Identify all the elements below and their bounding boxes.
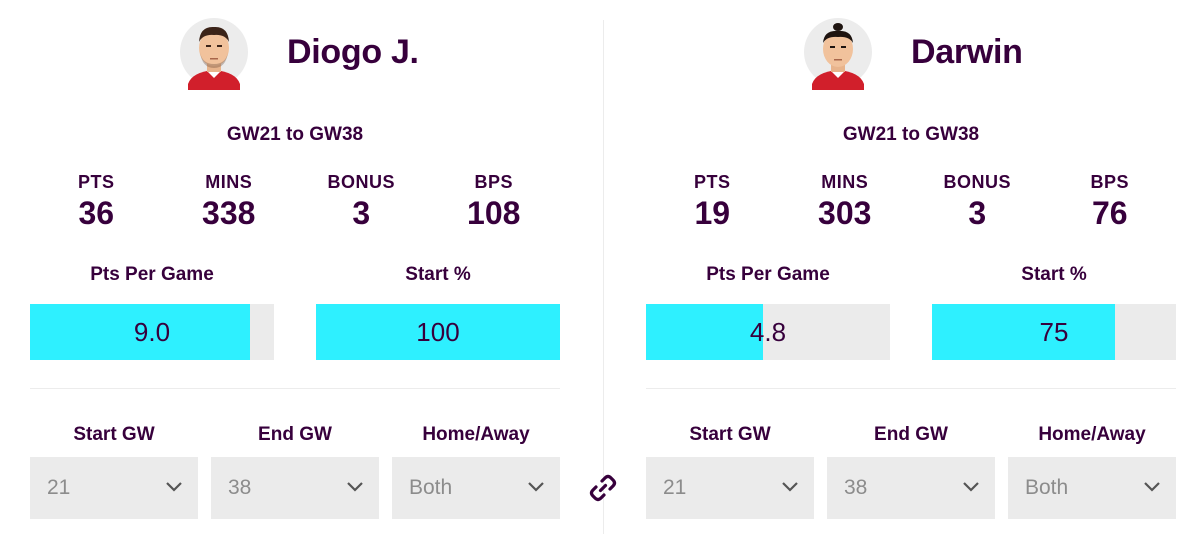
player-avatar [180, 18, 248, 90]
chevron-down-icon [782, 482, 798, 492]
stat-pts: PTS 19 [646, 172, 779, 232]
home-away-select[interactable]: Both [392, 457, 560, 519]
start-pct-bar: 75 [932, 304, 1176, 360]
select-value: Both [409, 476, 453, 499]
chevron-down-icon [963, 482, 979, 492]
pts-per-game-bar: 9.0 [30, 304, 274, 360]
select-value: 21 [663, 476, 687, 499]
stat-pts: PTS 36 [30, 172, 163, 232]
stat-mins: MINS 338 [163, 172, 296, 232]
select-value: 38 [228, 476, 252, 499]
bar-value: 75 [1039, 317, 1069, 347]
start-pct-label: Start % [405, 264, 471, 285]
stat-label: PTS [77, 172, 115, 192]
chevron-down-icon [166, 482, 182, 492]
stat-value: 36 [78, 195, 115, 231]
stat-value: 76 [1091, 195, 1128, 231]
player-header: Diogo J. [30, 0, 575, 110]
bar-fill [646, 304, 764, 360]
gameweek-range: GW21 to GW38 [842, 124, 980, 145]
bar-value: 9.0 [133, 317, 171, 347]
start-gw-label: Start GW [73, 424, 155, 445]
player-header: Darwin [646, 0, 1191, 110]
stats-row: PTS 36 MINS 338 BONUS 3 BPS 108 [30, 172, 560, 232]
chevron-down-icon [347, 482, 363, 492]
section-divider [646, 388, 1176, 389]
pts-per-game-bar: 4.8 [646, 304, 890, 360]
select-value: Both [1025, 476, 1069, 499]
chevron-down-icon [1144, 482, 1160, 492]
stat-bonus: BONUS 3 [911, 172, 1044, 232]
pts-per-game-label: Pts Per Game [706, 264, 830, 285]
stat-label: BONUS [327, 172, 395, 192]
player-avatar [804, 18, 872, 90]
stat-label: BPS [474, 172, 513, 192]
stat-value: 108 [467, 195, 521, 231]
stat-label: MINS [821, 172, 869, 192]
end-gw-label: End GW [258, 424, 332, 445]
stat-label: BONUS [943, 172, 1011, 192]
start-pct-bar: 100 [316, 304, 560, 360]
player-panel-2: Darwin GW21 to GW38 PTS 19 MINS 303 BONU… [646, 0, 1191, 534]
stat-value: 3 [352, 195, 371, 231]
player-panel-1: Diogo J. GW21 to GW38 PTS 36 MINS 338 BO… [30, 0, 575, 534]
stat-mins: MINS 303 [779, 172, 912, 232]
stat-label: BPS [1090, 172, 1129, 192]
stat-value: 19 [694, 195, 731, 231]
bar-fill [932, 304, 1115, 360]
home-away-label: Home/Away [1038, 424, 1146, 445]
stat-bonus: BONUS 3 [295, 172, 428, 232]
home-away-select[interactable]: Both [1008, 457, 1176, 519]
stats-row: PTS 19 MINS 303 BONUS 3 BPS 76 [646, 172, 1176, 232]
bar-value: 4.8 [749, 317, 787, 347]
start-pct-label: Start % [1021, 264, 1087, 285]
stat-label: MINS [205, 172, 253, 192]
pts-per-game-label: Pts Per Game [90, 264, 214, 285]
stat-label: PTS [693, 172, 731, 192]
stat-value: 3 [968, 195, 987, 231]
bar-fill [316, 304, 560, 360]
end-gw-select[interactable]: 38 [827, 457, 995, 519]
end-gw-label: End GW [874, 424, 948, 445]
gameweek-range: GW21 to GW38 [226, 124, 364, 145]
start-gw-select[interactable]: 21 [646, 457, 814, 519]
player-name: Darwin [911, 33, 1023, 71]
home-away-label: Home/Away [422, 424, 530, 445]
stat-value: 338 [202, 195, 256, 231]
stat-value: 303 [818, 195, 872, 231]
bar-value: 100 [416, 317, 460, 347]
bar-fill [30, 304, 250, 360]
link-icon[interactable] [587, 472, 619, 504]
panel-divider [603, 20, 604, 534]
select-value: 21 [47, 476, 71, 499]
chevron-down-icon [528, 482, 544, 492]
section-divider [30, 388, 560, 389]
stat-bps: BPS 76 [1044, 172, 1177, 232]
start-gw-label: Start GW [689, 424, 771, 445]
start-gw-select[interactable]: 21 [30, 457, 198, 519]
stat-bps: BPS 108 [428, 172, 561, 232]
end-gw-select[interactable]: 38 [211, 457, 379, 519]
player-name: Diogo J. [287, 33, 419, 71]
select-value: 38 [844, 476, 868, 499]
